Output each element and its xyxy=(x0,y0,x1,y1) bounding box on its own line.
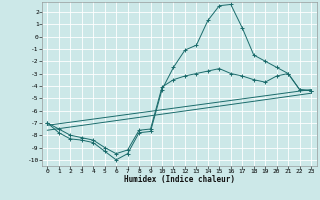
X-axis label: Humidex (Indice chaleur): Humidex (Indice chaleur) xyxy=(124,175,235,184)
